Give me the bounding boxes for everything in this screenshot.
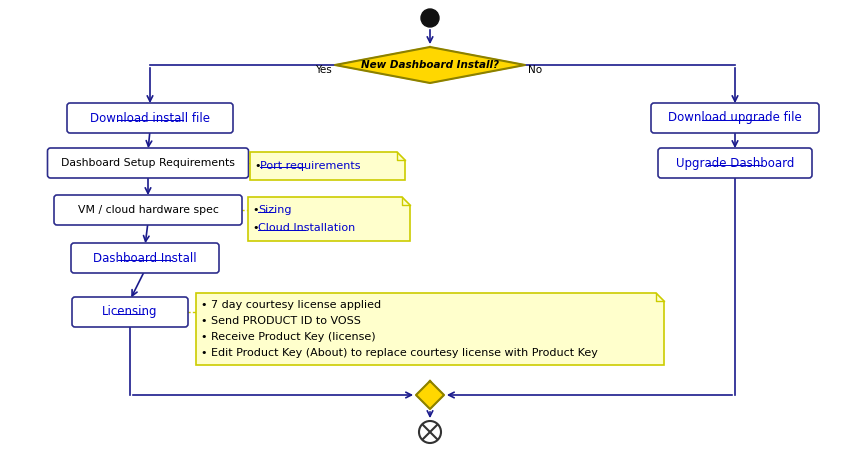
Text: • Receive Product Key (license): • Receive Product Key (license) [201,332,376,342]
Polygon shape [196,293,664,365]
Text: •: • [253,205,263,215]
Circle shape [419,421,441,443]
FancyBboxPatch shape [658,148,812,178]
Text: No: No [528,65,542,75]
FancyBboxPatch shape [71,243,219,273]
FancyBboxPatch shape [47,148,249,178]
Text: Dashboard Install: Dashboard Install [93,252,197,264]
Text: Cloud Installation: Cloud Installation [258,223,355,233]
FancyBboxPatch shape [72,297,188,327]
Text: New Dashboard Install?: New Dashboard Install? [361,60,499,70]
Polygon shape [250,152,405,180]
Text: • Edit Product Key (About) to replace courtesy license with Product Key: • Edit Product Key (About) to replace co… [201,349,598,359]
Polygon shape [248,197,410,241]
Text: Download install file: Download install file [90,111,210,124]
Text: Licensing: Licensing [102,305,157,318]
Text: Yes: Yes [316,65,332,75]
FancyBboxPatch shape [54,195,242,225]
Circle shape [421,9,439,27]
Text: •: • [255,161,265,171]
FancyBboxPatch shape [67,103,233,133]
Text: Sizing: Sizing [258,205,292,215]
Text: • Send PRODUCT ID to VOSS: • Send PRODUCT ID to VOSS [201,317,361,327]
Text: •: • [253,223,263,233]
Polygon shape [416,381,444,409]
Text: • 7 day courtesy license applied: • 7 day courtesy license applied [201,300,381,310]
Text: Dashboard Setup Requirements: Dashboard Setup Requirements [61,158,235,168]
Text: Download upgrade file: Download upgrade file [668,111,802,124]
Text: VM / cloud hardware spec: VM / cloud hardware spec [77,205,218,215]
Text: Upgrade Dashboard: Upgrade Dashboard [676,156,794,170]
Text: Port requirements: Port requirements [261,161,360,171]
FancyBboxPatch shape [651,103,819,133]
Polygon shape [335,47,525,83]
